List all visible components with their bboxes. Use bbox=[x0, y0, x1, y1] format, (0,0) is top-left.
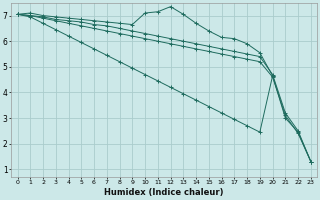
X-axis label: Humidex (Indice chaleur): Humidex (Indice chaleur) bbox=[104, 188, 224, 197]
